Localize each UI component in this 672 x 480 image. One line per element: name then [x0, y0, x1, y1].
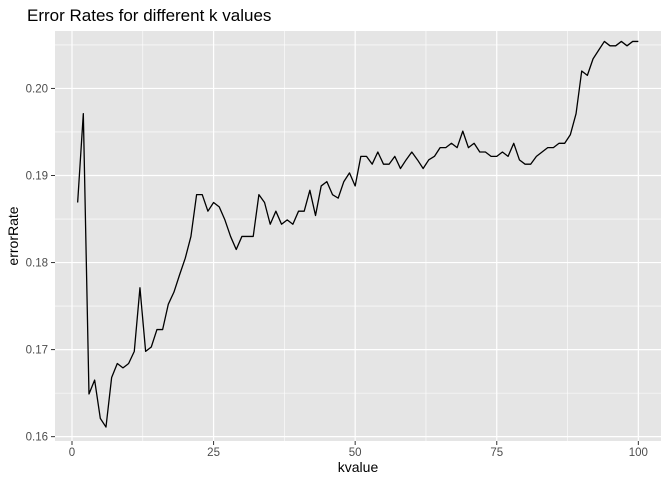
x-tick-label: 100	[629, 447, 648, 459]
x-tick-label: 75	[490, 447, 503, 459]
y-tick-label: 0.18	[26, 258, 48, 270]
y-tick-label: 0.19	[26, 171, 48, 183]
x-tick-label: 0	[69, 447, 75, 459]
y-axis: 0.16 0.17 0.18 0.19 0.20	[26, 83, 55, 444]
y-tick-label: 0.20	[26, 83, 48, 95]
major-grid	[55, 31, 661, 441]
y-tick-label: 0.16	[26, 432, 48, 444]
chart-title: Error Rates for different k values	[27, 6, 271, 25]
y-axis-title: errorRate	[5, 206, 21, 265]
x-tick-label: 25	[207, 447, 220, 459]
error-rate-line	[77, 40, 639, 428]
plot-panel	[55, 31, 661, 441]
y-tick-label: 0.17	[26, 345, 48, 357]
x-axis: 0 25 50 75 100	[69, 441, 648, 459]
x-axis-title: kvalue	[338, 459, 379, 475]
minor-grid	[55, 31, 661, 441]
x-tick-label: 50	[349, 447, 362, 459]
